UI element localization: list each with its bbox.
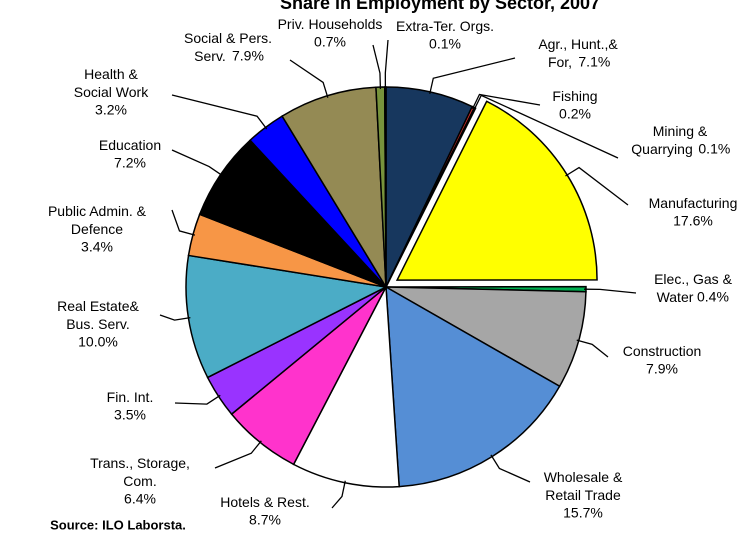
value-label: 0.1%	[698, 141, 730, 157]
leader-line	[372, 44, 382, 90]
slice-label: Priv. Households	[278, 16, 383, 32]
leader-line	[171, 149, 223, 177]
slice-label: Real Estate& Bus. Serv.	[57, 298, 139, 332]
leader-line	[565, 166, 629, 206]
slice-label: Extra-Ter. Orgs.	[396, 18, 494, 34]
value-label: 7.9%	[232, 48, 264, 64]
slice-label: Manufacturing	[649, 195, 738, 211]
leader-line	[174, 394, 221, 405]
value-label: 0.4%	[697, 289, 729, 305]
slice-label: Health & Social Work	[74, 66, 149, 100]
leader-line	[214, 440, 262, 469]
value-label: 3.4%	[81, 239, 113, 255]
leader-line	[576, 339, 609, 358]
value-label: 8.7%	[249, 512, 281, 528]
slice-label: Elec., Gas & Water	[654, 271, 732, 305]
slice-label: Mining & Quarrying	[631, 123, 708, 157]
value-label: 3.2%	[95, 102, 127, 118]
value-label: 3.5%	[114, 407, 146, 423]
leader-line	[490, 454, 531, 483]
slice-label: Fin. Int.	[107, 389, 154, 405]
leader-line	[289, 59, 329, 98]
leader-line	[159, 314, 191, 321]
leader-line	[473, 94, 619, 159]
slice-label: Public Admin. & Defence	[48, 203, 147, 237]
leader-line	[171, 94, 268, 130]
slice-label: Social & Pers. Serv.	[184, 30, 272, 64]
leader-line	[471, 93, 541, 110]
leader-line	[331, 480, 346, 509]
leader-line	[429, 57, 516, 95]
source-note: Source: ILO Laborsta.	[50, 517, 186, 532]
leader-line	[171, 209, 196, 236]
value-label: 7.9%	[646, 361, 678, 377]
leader-line	[583, 288, 637, 294]
value-label: 7.1%	[578, 54, 610, 70]
slice-label: Construction	[623, 343, 702, 359]
value-label: 7.2%	[114, 155, 146, 171]
slice-label: Education	[99, 137, 161, 153]
slice-label: Trans., Storage, Com.	[90, 455, 190, 489]
value-label: 10.0%	[78, 334, 118, 350]
value-label: 0.7%	[314, 34, 346, 50]
value-label: 6.4%	[124, 491, 156, 507]
value-label: 0.1%	[429, 36, 461, 52]
value-label: 17.6%	[673, 213, 713, 229]
slice-label: Wholesale & Retail Trade	[544, 469, 623, 503]
value-label: 0.2%	[559, 106, 591, 122]
slice-label: Fishing	[552, 88, 597, 104]
chart-title: Share in Employment by Sector, 2007	[280, 0, 600, 13]
slice-label: Agr., Hunt.,& For,	[538, 36, 618, 70]
slice-label: Hotels & Rest.	[220, 494, 309, 510]
value-label: 15.7%	[563, 505, 603, 521]
leader-line	[384, 39, 389, 90]
